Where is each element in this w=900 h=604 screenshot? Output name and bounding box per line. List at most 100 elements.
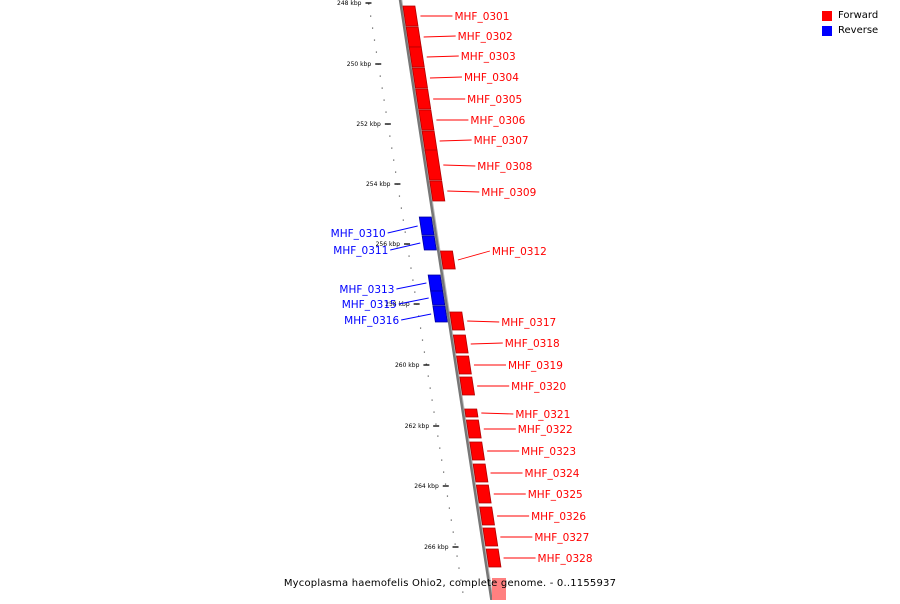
scale-minor-tick	[444, 483, 447, 485]
scale-minor-tick	[368, 3, 370, 5]
gene-block-forward	[465, 419, 482, 439]
scale-minor-tick	[402, 219, 404, 221]
gene-block-forward	[421, 130, 438, 152]
scale-minor-tick	[398, 195, 401, 197]
gene-block-forward	[449, 311, 466, 331]
legend-label-reverse: Reverse	[838, 25, 879, 36]
scale-minor-tick	[427, 375, 429, 377]
gene-label: MHF_0326	[531, 511, 586, 523]
gene-block-forward	[456, 355, 472, 375]
gene-label: MHF_0304	[464, 72, 519, 84]
scale-minor-tick	[458, 567, 460, 569]
legend-label-forward: Forward	[838, 10, 879, 21]
gene-label: MHF_0323	[521, 446, 576, 458]
scale-minor-tick	[393, 159, 395, 161]
scale-minor-tick	[429, 387, 431, 389]
scale-minor-tick	[379, 75, 381, 77]
genome-backbone-highlight	[401, 0, 494, 603]
genome-caption: Mycoplasma haemofelis Ohio2, complete ge…	[283, 578, 617, 589]
scale-minor-tick	[389, 135, 391, 137]
gene-leader-line	[398, 297, 429, 305]
scale-minor-tick	[425, 363, 427, 365]
scale-tick-label: 252 kbp	[356, 121, 381, 128]
gene-label: MHF_0321	[515, 409, 570, 421]
gene-leader-line	[426, 55, 459, 58]
gene-block-reverse	[432, 305, 448, 323]
gene-block-reverse	[430, 290, 446, 306]
gene-leader-line	[396, 282, 427, 290]
gene-block-reverse	[427, 274, 444, 292]
scale-minor-tick	[421, 339, 424, 341]
scale-minor-tick	[460, 579, 462, 581]
gene-label: MHF_0309	[481, 187, 536, 199]
scale-minor-tick	[373, 39, 376, 41]
gene-label: MHF_0319	[508, 360, 563, 372]
legend-item-reverse: Reverse	[822, 23, 890, 38]
gene-label: MHF_0306	[470, 115, 525, 127]
scale-tick-label: 262 kbp	[405, 423, 430, 430]
gene-block-partial	[492, 578, 506, 600]
gene-label: MHF_0305	[467, 94, 522, 106]
gene-block-forward	[485, 548, 502, 568]
genome-backbone	[398, 0, 494, 603]
gene-label: MHF_0324	[525, 468, 580, 480]
gene-block-forward	[405, 26, 422, 48]
scale-minor-tick	[423, 351, 426, 353]
scale-minor-tick	[400, 207, 402, 209]
scale-minor-tick	[446, 495, 449, 497]
gene-block-forward	[482, 527, 499, 547]
gene-leader-line	[447, 190, 480, 193]
scale-minor-tick	[404, 231, 406, 233]
gene-block-forward	[415, 88, 432, 110]
gene-block-forward	[469, 441, 485, 461]
scale-tick-label: 260 kbp	[395, 362, 420, 369]
gene-block-forward	[475, 484, 492, 504]
scale-tick-label: 250 kbp	[347, 61, 372, 68]
scale-tick-label: 256 kbp	[376, 241, 401, 248]
gene-leader-line	[457, 250, 490, 261]
scale-minor-tick	[385, 111, 387, 113]
scale-minor-tick	[414, 291, 416, 293]
gene-leader-line	[401, 313, 432, 321]
gene-block-forward	[472, 463, 489, 483]
gene-label: MHF_0310	[331, 228, 386, 240]
gene-block-reverse	[421, 235, 437, 251]
scale-minor-tick	[437, 435, 439, 437]
scale-minor-tick	[439, 447, 441, 449]
gene-label: MHF_0303	[461, 51, 516, 63]
scale-minor-tick	[456, 555, 458, 557]
gene-block-forward	[408, 46, 425, 68]
gene-leader-line	[390, 242, 421, 251]
legend-swatch-forward	[822, 10, 832, 21]
scale-minor-tick	[370, 15, 372, 17]
scale-minor-tick	[408, 255, 410, 257]
scale-tick-label: 254 kbp	[366, 181, 391, 188]
scale-minor-tick	[395, 171, 397, 173]
gene-label: MHF_0325	[528, 489, 583, 501]
gene-leader-line	[443, 164, 476, 167]
gene-leader-line	[387, 225, 418, 234]
legend: Forward Reverse	[822, 8, 890, 38]
scale-minor-tick	[419, 327, 422, 329]
gene-leader-line	[439, 139, 472, 142]
scale-minor-tick	[431, 399, 433, 401]
scale-tick-label: 258 kbp	[385, 301, 410, 308]
scale-minor-tick	[383, 99, 385, 101]
gene-label: MHF_0322	[518, 424, 573, 436]
scale-tick-label: 248 kbp	[337, 0, 362, 7]
scale-tick-label: 264 kbp	[414, 483, 439, 490]
gene-label: MHF_0301	[454, 11, 509, 23]
gene-label: MHF_0311	[333, 245, 388, 257]
gene-leader-line	[470, 342, 503, 345]
gene-block-forward	[452, 334, 469, 354]
scale-minor-tick	[435, 423, 437, 425]
gene-block-forward	[402, 5, 419, 27]
gene-label: MHF_0302	[458, 31, 513, 43]
gene-label: MHF_0328	[538, 553, 593, 565]
gene-leader-line	[481, 412, 514, 415]
gene-label: MHF_0313	[339, 284, 394, 296]
scale-minor-tick	[381, 87, 383, 89]
gene-block-forward	[411, 67, 428, 89]
scale-minor-tick	[454, 543, 456, 545]
